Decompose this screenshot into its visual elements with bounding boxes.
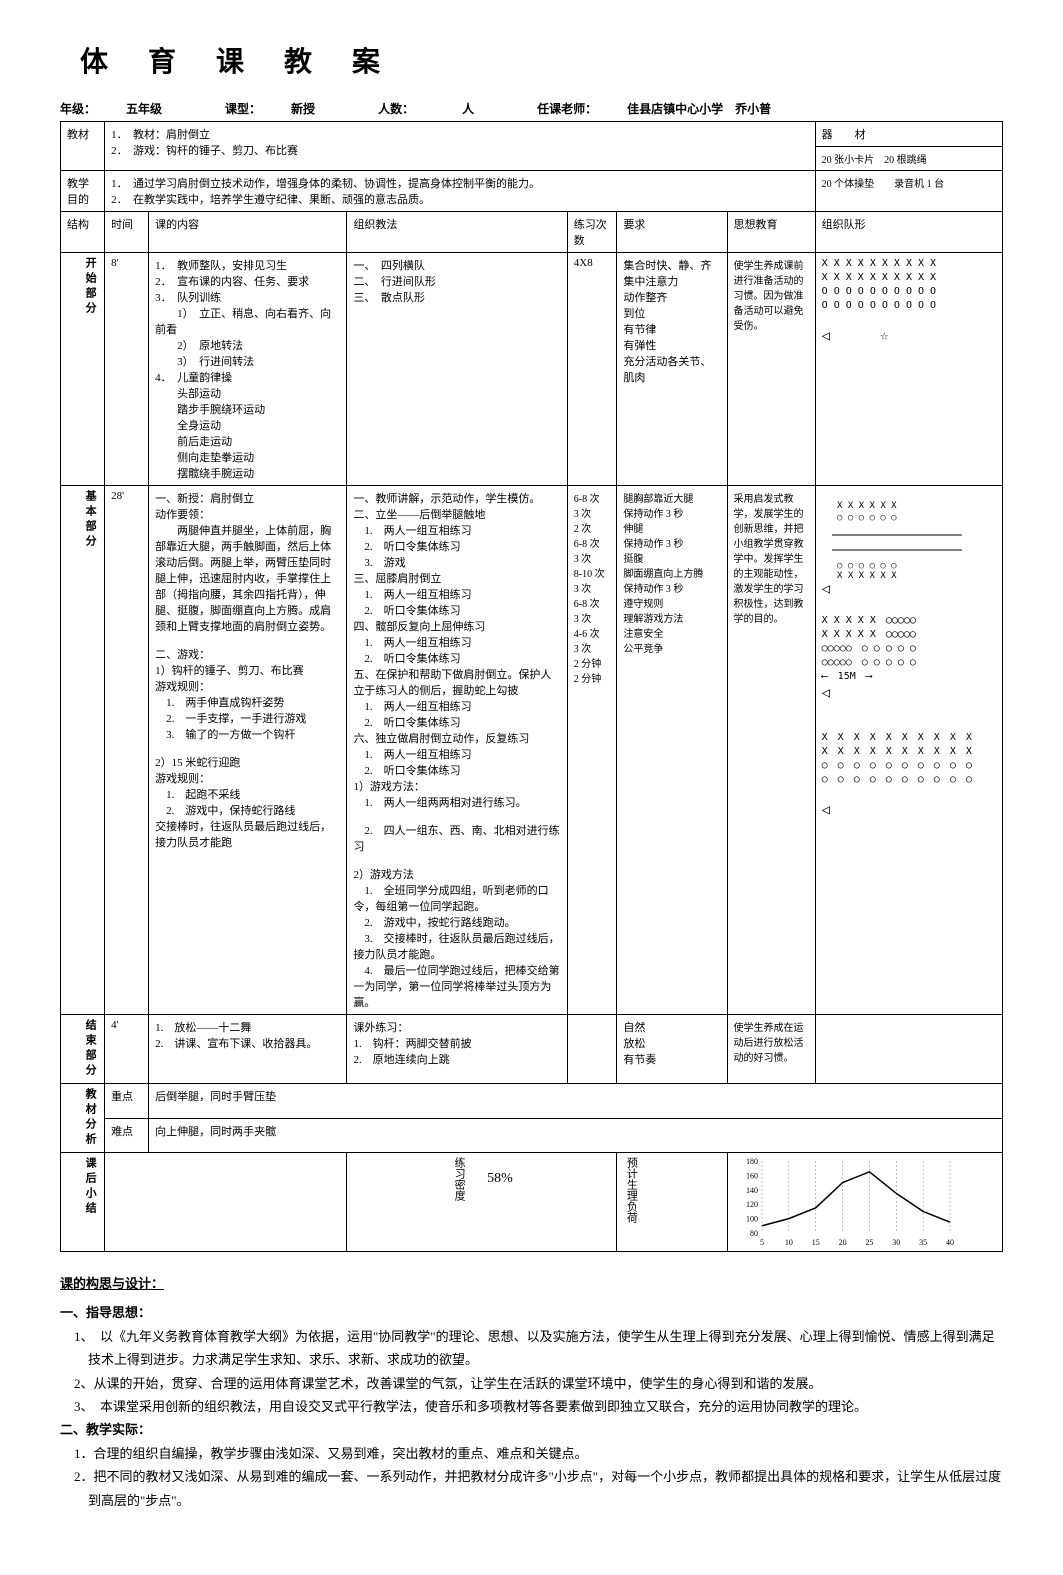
- svg-text:X X X X X X: X X X X X X: [837, 501, 897, 511]
- plan-s1-title: 一、指导思想：: [60, 1301, 1003, 1324]
- main-formation: X X X X X X ○ ○ ○ ○ ○ ○ ○ ○ ○ ○ ○ ○ X X …: [815, 486, 1002, 1015]
- diff-content: 向上伸腿，同时两手夹髋: [149, 1118, 1003, 1153]
- main-content: 一、新授：肩肘倒立 动作要领： 两腿伸直并腿坐，上体前屈，胸部靠近大腿，两手触脚…: [149, 486, 347, 1015]
- svg-text:25: 25: [865, 1238, 873, 1247]
- h-structure: 结构: [61, 212, 105, 253]
- h-time: 时间: [105, 212, 149, 253]
- equip-label: 器 材: [815, 122, 1002, 147]
- h-formation: 组织队形: [815, 212, 1002, 253]
- main-org: 一、教师讲解，示范动作，学生模仿。 二、立坐——后倒举腿触地 1. 两人一组互相…: [347, 486, 567, 1015]
- svg-text:100: 100: [746, 1215, 758, 1224]
- end-formation: [815, 1015, 1002, 1084]
- svg-text:40: 40: [946, 1238, 954, 1247]
- main-req: 腿胸部靠近大腿 保持动作 3 秒伸腿 保持动作 3 秒挺腹脚面绷直向上方腾 保持…: [617, 486, 727, 1015]
- teacher: 任课老师：佳县店镇中心小学 乔小普: [537, 102, 801, 116]
- type: 课型：新授: [225, 102, 345, 116]
- end-reps: [567, 1015, 617, 1084]
- plan-s1-1: 1、 以《九年义务教育体育教学大纲》为依据，运用"协同教学"的理论、思想、以及实…: [60, 1325, 1003, 1372]
- plan-s1-3: 3、 本课堂采用创新的组织教法，用自设交叉式平行教学法，使音乐和多项教材等各要素…: [60, 1395, 1003, 1418]
- start-time: 8': [105, 253, 149, 486]
- plan-s2-2: 2．把不同的教材又浅如深、从易到难的编成一套、一系列动作，并把教材分成许多"小步…: [60, 1465, 1003, 1512]
- svg-text:15: 15: [811, 1238, 819, 1247]
- start-org: 一、 四列横队二、 行进间队形三、 散点队形: [347, 253, 567, 486]
- diff-label: 难点: [105, 1118, 149, 1153]
- h-reps: 练习次数: [567, 212, 617, 253]
- lesson-plan-table: 教材 1． 教材：肩肘倒立 2． 游戏：钩杆的锤子、剪刀、布比赛 器 材 20 …: [60, 121, 1003, 1252]
- material-content: 1． 教材：肩肘倒立 2． 游戏：钩杆的锤子、剪刀、布比赛: [105, 122, 816, 171]
- start-edu: 使学生养成课前进行准备活动的习惯。因为做准备活动可以避免受伤。: [727, 253, 815, 486]
- svg-text:160: 160: [746, 1171, 758, 1180]
- h-edu: 思想教育: [727, 212, 815, 253]
- h-content: 课的内容: [149, 212, 347, 253]
- svg-text:○ ○ ○ ○ ○ ○: ○ ○ ○ ○ ○ ○: [837, 513, 897, 523]
- plan-s2-title: 二、教学实际：: [60, 1418, 1003, 1441]
- svg-text:140: 140: [746, 1186, 758, 1195]
- main-time: 28': [105, 486, 149, 1015]
- after-label: 课后小结: [61, 1153, 105, 1252]
- end-label: 结束部分: [61, 1015, 105, 1084]
- equip-2: 20 个体操垫 录音机 1 台: [815, 171, 1002, 212]
- after-blank: [105, 1153, 347, 1252]
- svg-text:5: 5: [760, 1238, 764, 1247]
- row-label-material: 教材: [61, 122, 105, 171]
- main-label: 基本部分: [61, 486, 105, 1015]
- svg-text:10: 10: [784, 1238, 792, 1247]
- h-org: 组织教法: [347, 212, 567, 253]
- load-chart: 5 10 15 20 25 30 35 40 80 100 120 140 160 180: [727, 1153, 1002, 1252]
- svg-text:20: 20: [838, 1238, 846, 1247]
- svg-text:30: 30: [892, 1238, 900, 1247]
- plan-footer: 课的构思与设计： 一、指导思想： 1、 以《九年义务教育体育教学大纲》为依据，运…: [60, 1272, 1003, 1512]
- row-label-goal: 教学目的: [61, 171, 105, 212]
- grade: 年级：五年级: [60, 102, 192, 116]
- start-formation: X X X X X X X X X X X X X X X X X X X X …: [815, 253, 1002, 486]
- svg-text:80: 80: [750, 1229, 758, 1238]
- key-content: 后倒举腿，同时手臂压垫: [149, 1084, 1003, 1119]
- plan-title: 课的构思与设计：: [60, 1272, 1003, 1295]
- end-content: 1. 放松——十二舞2. 讲课、宣布下课、收拾器具。: [149, 1015, 347, 1084]
- analysis-label: 教材分析: [61, 1084, 105, 1153]
- load-label: 预计生理负荷: [617, 1153, 727, 1252]
- plan-s1-2: 2、从课的开始，贯穿、合理的运用体育课堂艺术，改善课堂的气氛，让学生在活跃的课堂…: [60, 1372, 1003, 1395]
- meta-row: 年级：五年级 课型：新授 人数： 人 任课老师：佳县店镇中心小学 乔小普: [60, 100, 1003, 117]
- start-req: 集合时快、静、齐集中注意力动作整齐到位有节律有弹性充分活动各关节、肌肉: [617, 253, 727, 486]
- formation-diagram-icon: X X X X X X ○ ○ ○ ○ ○ ○ ○ ○ ○ ○ ○ ○ X X …: [822, 490, 972, 580]
- plan-s2-1: 1．合理的组织自编操，教学步骤由浅如深、又易到难，突出教材的重点、难点和关键点。: [60, 1442, 1003, 1465]
- h-req: 要求: [617, 212, 727, 253]
- main-reps: 6-8 次3 次2 次6-8 次3 次8-10 次3 次6-8 次3 次4-6 …: [567, 486, 617, 1015]
- end-req: 自然放松有节奏: [617, 1015, 727, 1084]
- svg-text:○ ○ ○ ○ ○ ○: ○ ○ ○ ○ ○ ○: [837, 561, 897, 571]
- end-edu: 使学生养成在运动后进行放松活动的好习惯。: [727, 1015, 815, 1084]
- end-org: 课外练习：1. 钩杆：两脚交替前披2. 原地连续向上跳: [347, 1015, 567, 1084]
- key-label: 重点: [105, 1084, 149, 1119]
- start-reps: 4X8: [567, 253, 617, 486]
- svg-text:35: 35: [919, 1238, 927, 1247]
- count: 人数： 人: [378, 102, 504, 116]
- main-edu: 采用启发式教学，发展学生的创新思维，并把小组教学贯穿教学中。发挥学生的主观能动性…: [727, 486, 815, 1015]
- end-time: 4': [105, 1015, 149, 1084]
- svg-text:X X X X X X: X X X X X X: [837, 571, 897, 580]
- svg-text:120: 120: [746, 1200, 758, 1209]
- equip-1: 20 张小卡片 20 根跳绳: [815, 147, 1002, 171]
- density: 练习密度 58%: [347, 1153, 617, 1252]
- start-content: 1． 教师整队，安排见习生2． 宣布课的内容、任务、要求3． 队列训练 1） 立…: [149, 253, 347, 486]
- start-label: 开始部分: [61, 253, 105, 486]
- page-title: 体育课教案: [60, 40, 1003, 80]
- goal-content: 1． 通过学习肩肘倒立技术动作，增强身体的柔韧、协调性，提高身体控制平衡的能力。…: [105, 171, 816, 212]
- svg-text:180: 180: [746, 1157, 758, 1166]
